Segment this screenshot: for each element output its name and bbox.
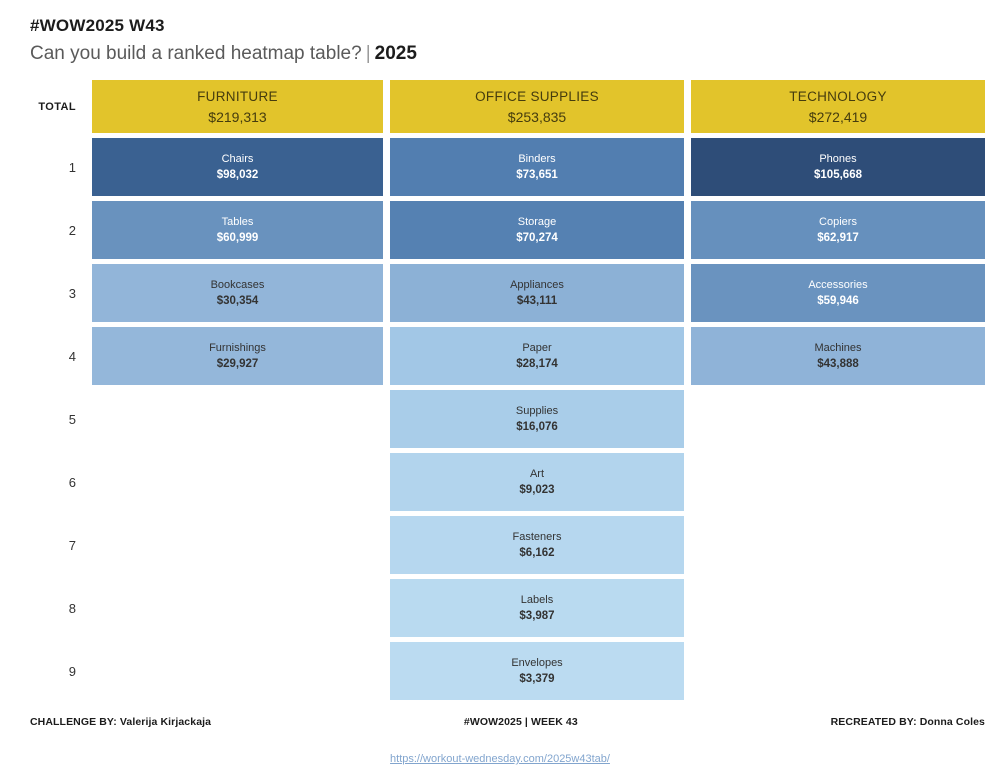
cell-value: $62,917 [817, 231, 859, 244]
cell-value: $29,927 [216, 357, 259, 370]
column-header-office-supplies[interactable]: OFFICE SUPPLIES $253,835 [390, 80, 684, 133]
cell-label: Binders [518, 152, 556, 165]
title-block: #WOW2025 W43 Can you build a ranked heat… [0, 0, 1000, 65]
cell-label: Phones [819, 152, 857, 165]
cell-office-supplies-3[interactable]: Appliances $43,111 [390, 264, 684, 322]
cell-office-supplies-5[interactable]: Supplies $16,076 [390, 390, 684, 448]
cell-label: Storage [517, 215, 557, 228]
empty-cell-furniture-5 [92, 390, 383, 448]
footer-link-row: https://workout-wednesday.com/2025w43tab… [0, 749, 1000, 767]
subtitle-separator: | [365, 43, 371, 64]
cell-office-supplies-7[interactable]: Fasteners $6,162 [390, 516, 684, 574]
rank-label-2: 2 [68, 222, 76, 238]
cell-furniture-4[interactable]: Furnishings $29,927 [92, 327, 383, 385]
cell-office-supplies-8[interactable]: Labels $3,987 [390, 579, 684, 637]
column-header-furniture[interactable]: FURNITURE $219,313 [92, 80, 383, 133]
footer: CHALLENGE BY: Valerija Kirjackaja #WOW20… [30, 716, 985, 728]
cell-label: Bookcases [210, 278, 265, 291]
rank-label-1: 1 [68, 159, 76, 175]
cell-value: $16,076 [516, 420, 558, 433]
rank-label-4: 4 [68, 348, 76, 364]
cell-value: $3,987 [519, 609, 555, 622]
empty-cell-technology-9 [691, 642, 985, 700]
cell-office-supplies-6[interactable]: Art $9,023 [390, 453, 684, 511]
subtitle-question: Can you build a ranked heatmap table? [30, 43, 362, 64]
cell-label: Envelopes [511, 656, 563, 669]
cell-label: Machines [814, 341, 862, 354]
cell-label: Tables [221, 215, 254, 228]
cell-label: Supplies [515, 404, 559, 417]
empty-cell-technology-7 [691, 516, 985, 574]
cell-technology-1[interactable]: Phones $105,668 [691, 138, 985, 196]
cell-furniture-1[interactable]: Chairs $98,032 [92, 138, 383, 196]
cell-label: Copiers [819, 215, 857, 228]
cell-label: Accessories [808, 278, 868, 291]
footer-center-text: #WOW2025 | WEEK 43 [463, 716, 578, 728]
rank-label-9: 9 [68, 663, 76, 679]
column-header-technology[interactable]: TECHNOLOGY $272,419 [691, 80, 985, 133]
cell-furniture-3[interactable]: Bookcases $30,354 [92, 264, 383, 322]
cell-label: Furnishings [209, 341, 266, 354]
cell-value: $70,274 [516, 231, 558, 244]
rank-label-6: 6 [68, 474, 76, 490]
cell-value: $30,354 [216, 294, 259, 307]
cell-office-supplies-9[interactable]: Envelopes $3,379 [390, 642, 684, 700]
cell-value: $28,174 [516, 357, 558, 370]
column-total: $253,835 [507, 108, 567, 125]
cell-label: Art [529, 467, 545, 480]
empty-cell-technology-5 [691, 390, 985, 448]
column-total: $272,419 [808, 108, 868, 125]
cell-value: $3,379 [519, 672, 555, 685]
empty-cell-furniture-6 [92, 453, 383, 511]
rank-label-5: 5 [68, 411, 76, 427]
cell-label: Appliances [510, 278, 564, 291]
cell-technology-3[interactable]: Accessories $59,946 [691, 264, 985, 322]
cell-technology-2[interactable]: Copiers $62,917 [691, 201, 985, 259]
row-label-total: TOTAL [38, 100, 76, 113]
cell-value: $60,999 [216, 231, 259, 244]
cell-value: $59,946 [817, 294, 859, 307]
empty-cell-technology-8 [691, 579, 985, 637]
rank-label-8: 8 [68, 600, 76, 616]
empty-cell-furniture-9 [92, 642, 383, 700]
empty-cell-furniture-7 [92, 516, 383, 574]
empty-cell-technology-6 [691, 453, 985, 511]
rank-label-7: 7 [68, 537, 76, 553]
rank-label-3: 3 [68, 285, 76, 301]
cell-label: Paper [522, 341, 552, 354]
cell-label: Labels [520, 593, 554, 606]
column-name: OFFICE SUPPLIES [475, 88, 599, 104]
recreated-by-text: RECREATED BY: Donna Coles [830, 716, 985, 728]
cell-value: $9,023 [519, 483, 555, 496]
heatmap-table: TOTAL FURNITURE $219,313 OFFICE SUPPLIES… [30, 80, 985, 700]
empty-cell-furniture-8 [92, 579, 383, 637]
challenge-by-text: CHALLENGE BY: Valerija Kirjackaja [30, 716, 212, 728]
page-title: #WOW2025 W43 [30, 16, 165, 35]
cell-label: Chairs [221, 152, 254, 165]
cell-value: $6,162 [519, 546, 555, 559]
cell-office-supplies-1[interactable]: Binders $73,651 [390, 138, 684, 196]
cell-label: Fasteners [512, 530, 562, 543]
column-name: TECHNOLOGY [789, 88, 887, 104]
cell-furniture-2[interactable]: Tables $60,999 [92, 201, 383, 259]
column-name: FURNITURE [197, 88, 278, 104]
workout-wednesday-link[interactable]: https://workout-wednesday.com/2025w43tab… [390, 753, 610, 765]
cell-value: $98,032 [216, 168, 259, 181]
subtitle-year: 2025 [374, 43, 417, 64]
cell-office-supplies-2[interactable]: Storage $70,274 [390, 201, 684, 259]
page-subtitle: Can you build a ranked heatmap table? | 20… [30, 43, 1000, 65]
cell-value: $43,888 [817, 357, 859, 370]
cell-value: $105,668 [814, 168, 862, 181]
cell-value: $43,111 [516, 294, 558, 307]
column-total: $219,313 [208, 108, 267, 125]
cell-office-supplies-4[interactable]: Paper $28,174 [390, 327, 684, 385]
cell-value: $73,651 [516, 168, 558, 181]
cell-technology-4[interactable]: Machines $43,888 [691, 327, 985, 385]
